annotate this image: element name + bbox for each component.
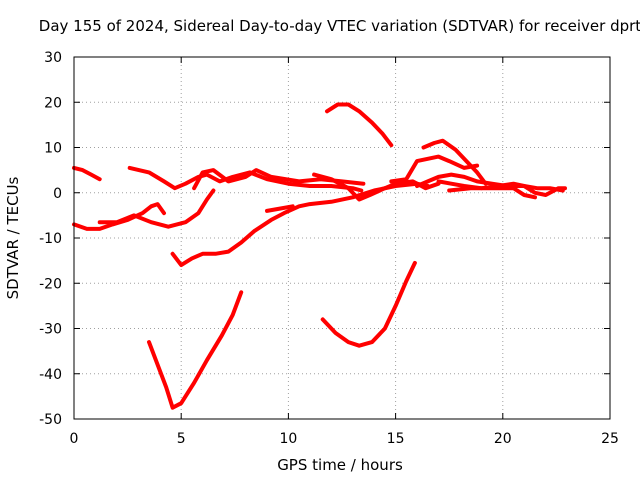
y-tick-label: 10 [44,141,62,157]
y-axis-label: SDTVAR / TECUs [4,176,22,299]
plot-frame [73,56,611,420]
grid [74,57,610,419]
series-arc-11 [325,102,394,148]
axis-ticks: 0 5 10 15 20 25 -50 -40 -30 -20 -10 0 10 20 30 [39,50,619,447]
x-tick-label: 5 [177,431,186,447]
y-tick-label: -10 [39,231,62,247]
x-tick-label: 0 [70,431,79,447]
chart-title: Day 155 of 2024, Sidereal Day-to-day VTE… [39,17,640,35]
series-arc-7 [170,181,430,268]
series-arc-3 [97,188,216,229]
y-tick-label: 20 [44,95,62,111]
series-arc-10 [320,260,417,348]
series-arc-9 [147,290,244,410]
x-tick-label: 25 [601,431,619,447]
series-arc-8 [265,204,295,213]
series-arc-2 [72,202,166,231]
y-tick-label: -20 [39,276,62,292]
x-tick-label: 15 [387,431,405,447]
series-arc-14 [415,172,565,193]
y-tick-label: -50 [39,412,62,428]
x-axis-label: GPS time / hours [277,456,403,474]
x-tick-label: 10 [279,431,297,447]
series-arc-13 [421,138,488,186]
series-arc-16 [447,186,537,200]
y-tick-label: 30 [44,50,62,66]
series-arc-12 [389,154,480,184]
y-tick-label: -40 [39,367,62,383]
series-arc-15 [436,179,567,197]
data-series [72,102,567,410]
series-arc-1 [72,165,102,182]
y-tick-label: 0 [53,186,62,202]
y-tick-label: -30 [39,322,62,338]
x-tick-label: 20 [494,431,512,447]
